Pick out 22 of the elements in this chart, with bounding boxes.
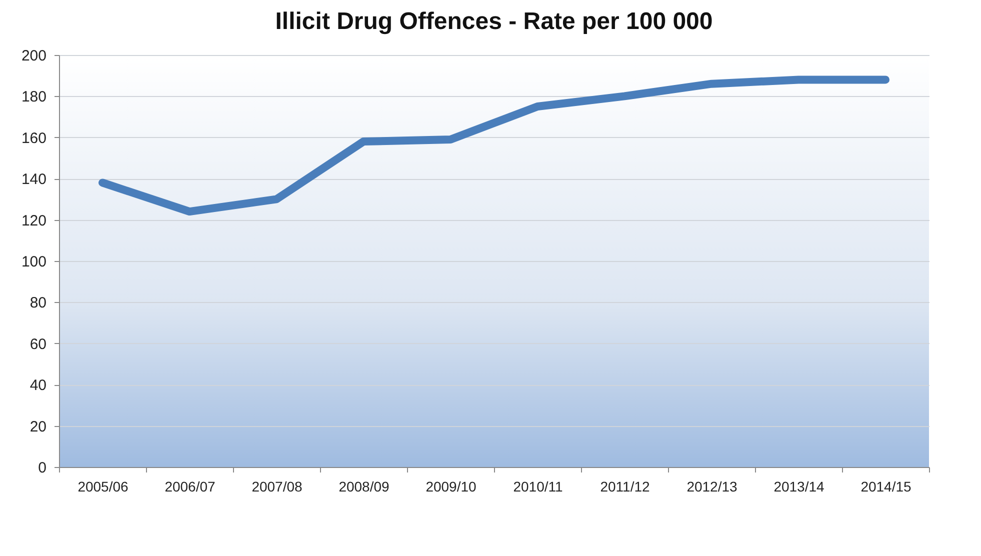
x-tick-label: 2011/12 xyxy=(600,478,650,494)
y-tick-label: 80 xyxy=(30,294,46,312)
x-tick-label: 2010/11 xyxy=(513,478,563,494)
x-tick-label: 2006/07 xyxy=(164,478,216,494)
y-tick-label: 140 xyxy=(21,171,46,188)
x-tick-label: 2007/08 xyxy=(252,478,303,494)
y-tick-label: 160 xyxy=(21,130,46,147)
x-tick-label: 2009/10 xyxy=(426,478,477,494)
y-tick-label: 100 xyxy=(21,254,46,270)
x-tick-label: 2005/06 xyxy=(78,478,129,494)
x-tick-label: 2014/15 xyxy=(860,478,912,494)
y-tick-label: 20 xyxy=(30,418,46,436)
x-tick-label: 2013/14 xyxy=(774,478,825,494)
y-tick-label: 0 xyxy=(38,460,46,476)
x-tick-label: 2008/09 xyxy=(338,478,390,494)
y-tick-label: 120 xyxy=(21,212,46,230)
y-tick-label: 40 xyxy=(30,377,46,394)
y-tick-label: 60 xyxy=(30,336,46,353)
x-tick-label: 2012/13 xyxy=(686,478,738,494)
y-tick-label: 200 xyxy=(21,48,46,64)
y-tick-label: 180 xyxy=(21,88,46,106)
chart-title: Illicit Drug Offences - Rate per 100 000 xyxy=(275,8,713,35)
